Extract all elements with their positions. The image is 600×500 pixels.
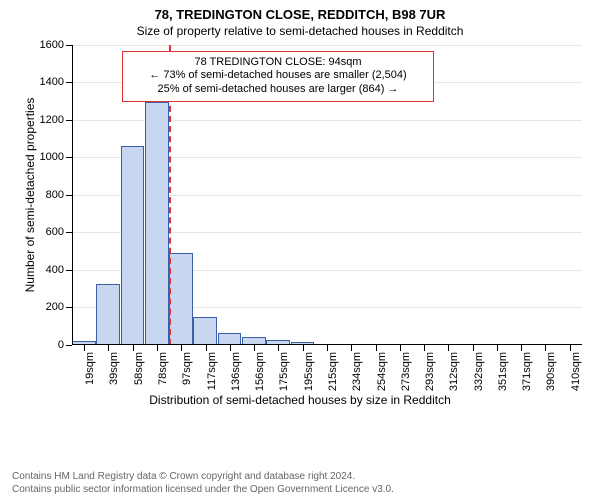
x-tick-label: 410sqm [570,352,582,391]
x-tick-label: 97sqm [181,352,193,385]
bar [121,146,145,345]
y-tick-label: 0 [58,339,64,351]
x-tick [448,345,449,351]
x-tick [327,345,328,351]
bar [145,102,169,345]
y-axis-line [72,45,73,345]
x-tick-label: 215sqm [327,352,339,391]
x-tick [133,345,134,351]
y-tick-label: 1200 [40,114,64,126]
x-tick-label: 273sqm [400,352,412,391]
x-tick [497,345,498,351]
chart-title: 78, TREDINGTON CLOSE, REDDITCH, B98 7UR [12,8,588,23]
bar [193,317,217,345]
y-tick [66,232,72,233]
x-tick-label: 332sqm [473,352,485,391]
bar-slot: 371sqm [509,45,533,345]
x-tick-label: 254sqm [376,352,388,391]
y-tick-label: 200 [46,301,64,313]
y-tick [66,82,72,83]
chart-zone: Number of semi-detached properties 19sqm… [12,45,588,400]
y-tick [66,307,72,308]
x-tick [473,345,474,351]
x-tick [400,345,401,351]
x-tick [206,345,207,351]
x-tick-label: 19sqm [84,352,96,385]
x-tick-label: 195sqm [303,352,315,391]
caption: Contains HM Land Registry data © Crown c… [12,471,588,496]
annotation-line-3: 25% of semi-detached houses are larger (… [131,83,425,97]
x-tick [521,345,522,351]
y-tick [66,345,72,346]
x-tick-label: 156sqm [254,352,266,391]
x-axis-line [72,344,582,345]
x-tick-label: 78sqm [157,352,169,385]
y-tick-label: 1400 [40,76,64,88]
x-tick-label: 39sqm [108,352,120,385]
x-axis-label: Distribution of semi-detached houses by … [12,393,588,407]
bar-slot: 39sqm [96,45,120,345]
y-axis-label: Number of semi-detached properties [23,97,37,292]
caption-line-1: Contains HM Land Registry data © Crown c… [12,471,588,484]
x-tick [303,345,304,351]
x-tick-label: 390sqm [545,352,557,391]
y-tick-label: 400 [46,264,64,276]
x-tick [254,345,255,351]
x-tick [157,345,158,351]
bar-slot: 390sqm [533,45,557,345]
y-tick [66,120,72,121]
x-tick-label: 234sqm [351,352,363,391]
bar-slot: 332sqm [461,45,485,345]
y-tick-label: 1600 [40,39,64,51]
x-tick [570,345,571,351]
caption-line-2: Contains public sector information licen… [12,484,588,497]
chart-subtitle: Size of property relative to semi-detach… [12,25,588,39]
y-tick [66,270,72,271]
y-tick-label: 600 [46,226,64,238]
annotation-line-1: 78 TREDINGTON CLOSE: 94sqm [131,56,425,70]
y-tick-label: 800 [46,189,64,201]
bar [169,253,193,345]
x-tick [181,345,182,351]
bar-slot: 351sqm [485,45,509,345]
x-tick [545,345,546,351]
plot-area: 19sqm39sqm58sqm78sqm97sqm117sqm136sqm156… [72,45,582,345]
x-tick-label: 58sqm [133,352,145,385]
y-tick-label: 1000 [40,151,64,163]
bar-slot: 410sqm [558,45,582,345]
bar-slot: 19sqm [72,45,96,345]
bar [96,284,120,345]
x-tick [351,345,352,351]
x-tick-label: 312sqm [448,352,460,391]
x-tick [424,345,425,351]
x-tick [84,345,85,351]
x-tick-label: 371sqm [521,352,533,391]
x-tick-label: 136sqm [230,352,242,391]
y-tick [66,157,72,158]
x-tick-label: 175sqm [278,352,290,391]
x-tick-label: 293sqm [424,352,436,391]
x-tick [108,345,109,351]
x-tick [278,345,279,351]
annotation-box: 78 TREDINGTON CLOSE: 94sqm ← 73% of semi… [122,51,434,102]
annotation-line-2: ← 73% of semi-detached houses are smalle… [131,69,425,83]
x-tick [376,345,377,351]
x-tick-label: 117sqm [206,352,218,390]
bar-slot: 312sqm [436,45,460,345]
x-tick [230,345,231,351]
x-tick-label: 351sqm [497,352,509,391]
figure: 78, TREDINGTON CLOSE, REDDITCH, B98 7UR … [0,0,600,500]
y-tick [66,45,72,46]
y-tick [66,195,72,196]
